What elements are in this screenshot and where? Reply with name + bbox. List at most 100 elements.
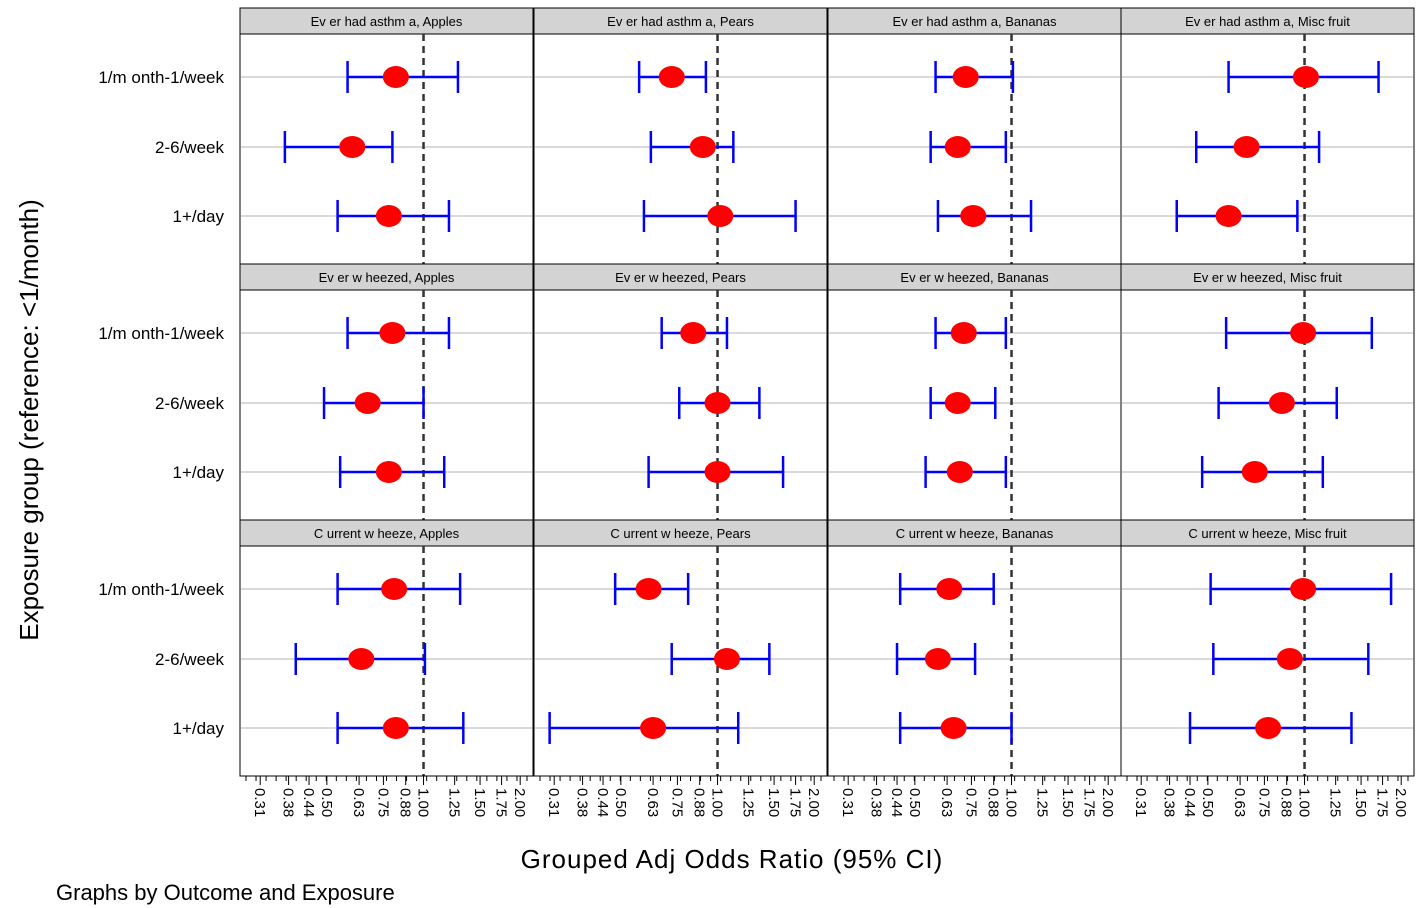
x-tick-label: 0.31 bbox=[839, 788, 856, 817]
y-tick-label: 2-6/week bbox=[155, 394, 224, 413]
x-tick-label: 0.50 bbox=[318, 788, 335, 817]
point-estimate bbox=[379, 322, 406, 344]
x-axes: 0.31 0.38 0.44 0.50 0.63 0.75 0.88 1.00 1.25 1.50… bbox=[240, 775, 1414, 817]
point-estimate bbox=[680, 322, 707, 344]
panel-header bbox=[1120, 519, 1415, 547]
panel-5: Ev er w heezed, Apples bbox=[239, 263, 534, 521]
panel-title: C urrent w heeze, Misc fruit bbox=[1188, 526, 1347, 541]
point-estimate bbox=[640, 717, 667, 739]
x-tick-label: 1.50 bbox=[1059, 788, 1076, 817]
panel-header bbox=[533, 263, 828, 291]
x-tick-label: 0.31 bbox=[545, 788, 562, 817]
panel-title: C urrent w heeze, Bananas bbox=[896, 526, 1054, 541]
x-tick-label: 1.75 bbox=[1374, 788, 1391, 817]
panel-1: Ev er had asthm a, Apples bbox=[239, 7, 534, 265]
point-estimate bbox=[381, 578, 408, 600]
panel-4: Ev er had asthm a, Misc fruit bbox=[1120, 7, 1415, 265]
point-estimate bbox=[960, 205, 987, 227]
x-tick-label: 0.44 bbox=[888, 788, 905, 817]
panel-plot-area bbox=[533, 545, 828, 777]
point-estimate bbox=[952, 66, 979, 88]
y-tick-label: 1/m onth-1/week bbox=[98, 68, 224, 87]
panel-header bbox=[827, 519, 1122, 547]
y-tick-label: 1/m onth-1/week bbox=[98, 580, 224, 599]
x-axis-2: 0.31 0.38 0.44 0.50 0.63 0.75 0.88 1.00 1.25 1.50… bbox=[534, 775, 827, 817]
y-tick-label: 1/m onth-1/week bbox=[98, 324, 224, 343]
panel-title: Ev er had asthm a, Bananas bbox=[892, 14, 1057, 29]
x-tick-label: 1.00 bbox=[1003, 788, 1020, 817]
point-estimate bbox=[704, 392, 731, 414]
panel-3: Ev er had asthm a, Bananas bbox=[827, 7, 1122, 265]
x-tick-label: 1.75 bbox=[493, 788, 510, 817]
y-tick-label: 2-6/week bbox=[155, 138, 224, 157]
y-axis-title: Exposure group (reference: <1/month) bbox=[14, 199, 44, 641]
panel-title: Ev er had asthm a, Pears bbox=[607, 14, 754, 29]
x-tick-label: 1.00 bbox=[415, 788, 432, 817]
panel-plot-area bbox=[533, 33, 828, 265]
point-estimate bbox=[658, 66, 685, 88]
y-axis-category-labels: 1/m onth-1/week 2-6/week 1+/day 1/m onth-1/… bbox=[98, 68, 224, 738]
x-axis-title: Grouped Adj Odds Ratio (95% CI) bbox=[521, 844, 944, 874]
x-tick-label: 0.88 bbox=[397, 788, 414, 817]
point-estimate bbox=[375, 461, 402, 483]
panel-2: Ev er had asthm a, Pears bbox=[533, 7, 828, 265]
x-tick-label: 2.00 bbox=[511, 788, 528, 817]
x-tick-label: 1.25 bbox=[740, 788, 757, 817]
graph-note: Graphs by Outcome and Exposure bbox=[56, 880, 395, 905]
point-estimate bbox=[1290, 578, 1317, 600]
panel-title: Ev er w heezed, Bananas bbox=[900, 270, 1049, 285]
panel-header bbox=[239, 263, 534, 291]
x-tick-label: 1.50 bbox=[471, 788, 488, 817]
point-estimate bbox=[348, 648, 375, 670]
x-axis-1: 0.31 0.38 0.44 0.50 0.63 0.75 0.88 1.00 1.25 1.50… bbox=[240, 775, 533, 817]
y-tick-label: 2-6/week bbox=[155, 650, 224, 669]
point-estimate bbox=[1290, 322, 1317, 344]
x-tick-label: 1.00 bbox=[1296, 788, 1313, 817]
x-tick-label: 0.88 bbox=[985, 788, 1002, 817]
panel-title: C urrent w heeze, Pears bbox=[610, 526, 751, 541]
point-estimate bbox=[950, 322, 977, 344]
point-estimate bbox=[1292, 66, 1319, 88]
x-tick-label: 0.44 bbox=[594, 788, 611, 817]
x-tick-label: 2.00 bbox=[1099, 788, 1116, 817]
x-tick-label: 0.88 bbox=[1278, 788, 1295, 817]
panel-12: C urrent w heeze, Misc fruit bbox=[1120, 519, 1415, 777]
point-estimate bbox=[1233, 136, 1260, 158]
x-tick-label: 0.44 bbox=[300, 788, 317, 817]
y-tick-label: 1+/day bbox=[172, 463, 224, 482]
panel-header bbox=[239, 519, 534, 547]
point-estimate bbox=[946, 461, 973, 483]
x-tick-label: 0.75 bbox=[962, 788, 979, 817]
point-estimate bbox=[704, 461, 731, 483]
x-tick-label: 1.25 bbox=[1327, 788, 1344, 817]
point-estimate bbox=[635, 578, 662, 600]
x-tick-label: 0.50 bbox=[906, 788, 923, 817]
point-estimate bbox=[375, 205, 402, 227]
point-estimate bbox=[707, 205, 734, 227]
y-tick-label: 1+/day bbox=[172, 719, 224, 738]
x-tick-label: 1.50 bbox=[765, 788, 782, 817]
x-tick-label: 0.38 bbox=[1161, 788, 1178, 817]
x-tick-label: 0.63 bbox=[938, 788, 955, 817]
point-estimate bbox=[924, 648, 951, 670]
panel-header bbox=[533, 7, 828, 35]
point-estimate bbox=[944, 392, 971, 414]
point-estimate bbox=[1241, 461, 1268, 483]
x-tick-label: 0.38 bbox=[574, 788, 591, 817]
point-estimate bbox=[1255, 717, 1282, 739]
panel-header bbox=[1120, 7, 1415, 35]
panel-10: C urrent w heeze, Pears bbox=[533, 519, 828, 777]
x-axis-3: 0.31 0.38 0.44 0.50 0.63 0.75 0.88 1.00 1.25 1.50… bbox=[828, 775, 1121, 817]
panel-9: C urrent w heeze, Apples bbox=[239, 519, 534, 777]
panel-title: C urrent w heeze, Apples bbox=[314, 526, 460, 541]
y-tick-label: 1+/day bbox=[172, 207, 224, 226]
x-tick-label: 0.38 bbox=[868, 788, 885, 817]
point-estimate bbox=[944, 136, 971, 158]
x-tick-label: 0.75 bbox=[668, 788, 685, 817]
panel-title: Ev er had asthm a, Apples bbox=[311, 14, 463, 29]
panel-8: Ev er w heezed, Misc fruit bbox=[1120, 263, 1415, 521]
x-tick-label: 1.00 bbox=[709, 788, 726, 817]
panel-grid: Ev er had asthm a, Apples Ev er had asthm… bbox=[239, 7, 1415, 777]
panel-title: Ev er w heezed, Pears bbox=[615, 270, 746, 285]
